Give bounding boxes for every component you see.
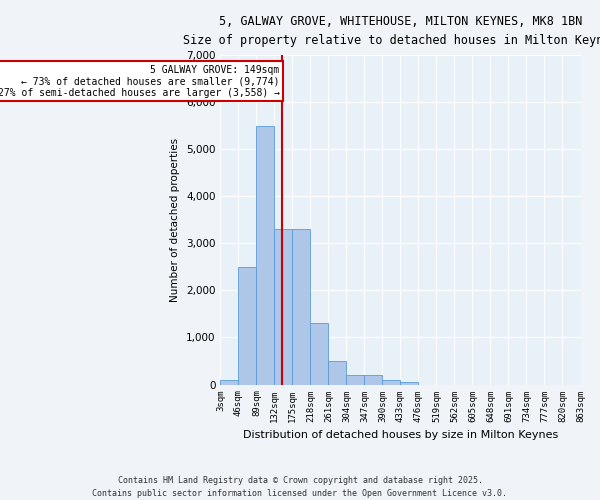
Bar [400,382,418,384]
Bar [328,361,346,384]
Bar [346,375,364,384]
Bar [274,229,292,384]
X-axis label: Distribution of detached houses by size in Milton Keynes: Distribution of detached houses by size … [243,430,558,440]
Text: Contains HM Land Registry data © Crown copyright and database right 2025.
Contai: Contains HM Land Registry data © Crown c… [92,476,508,498]
Bar [382,380,400,384]
Bar [256,126,274,384]
Y-axis label: Number of detached properties: Number of detached properties [170,138,181,302]
Bar [220,380,238,384]
Bar [238,267,256,384]
Text: 5 GALWAY GROVE: 149sqm
← 73% of detached houses are smaller (9,774)
27% of semi-: 5 GALWAY GROVE: 149sqm ← 73% of detached… [0,64,280,98]
Bar [364,375,382,384]
Bar [292,229,310,384]
Bar [310,324,328,384]
Title: 5, GALWAY GROVE, WHITEHOUSE, MILTON KEYNES, MK8 1BN
Size of property relative to: 5, GALWAY GROVE, WHITEHOUSE, MILTON KEYN… [183,15,600,47]
